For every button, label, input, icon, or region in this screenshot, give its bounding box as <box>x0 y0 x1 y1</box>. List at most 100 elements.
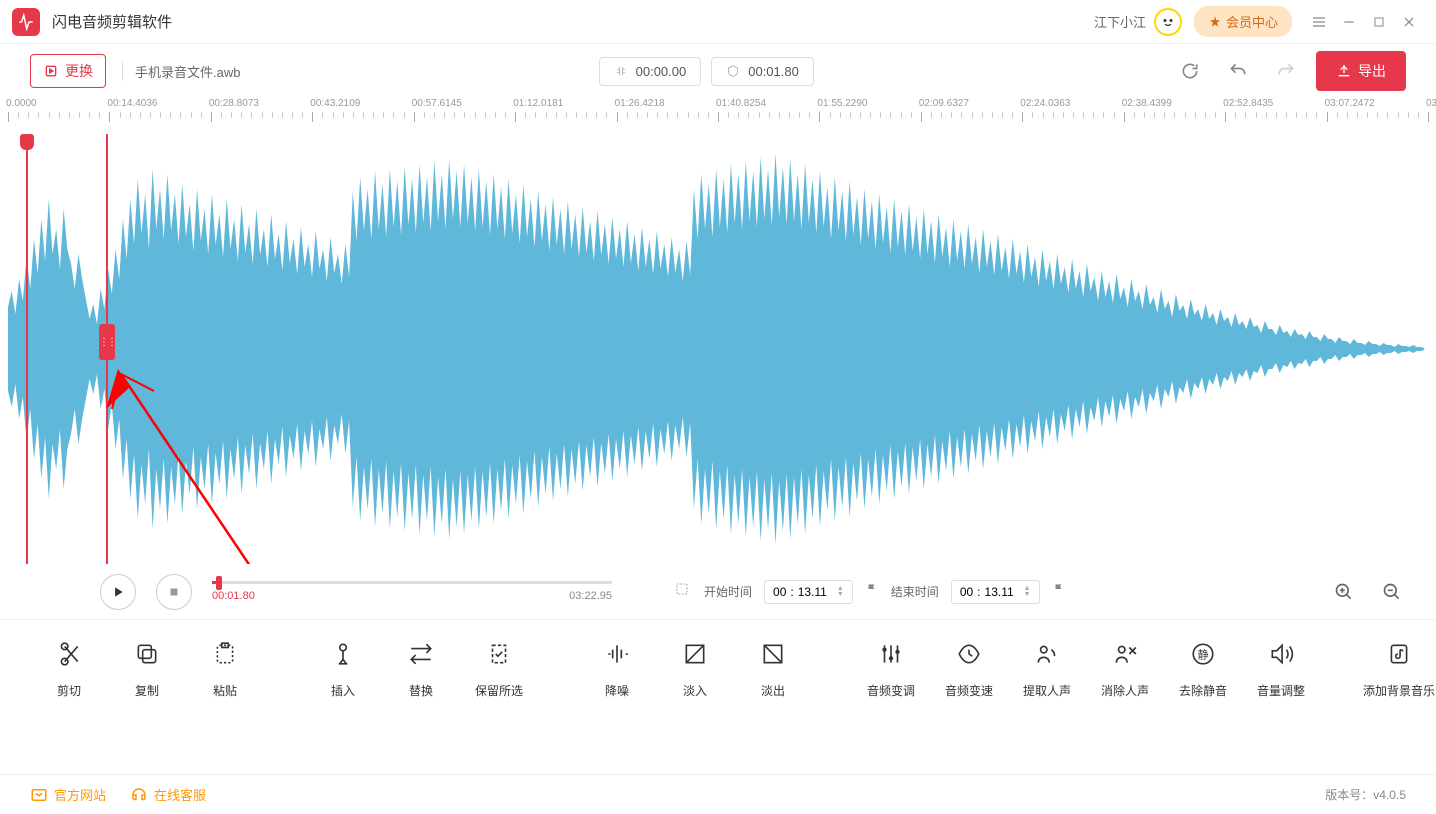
remove-silence-icon: 静 <box>1190 640 1216 668</box>
cursor-handle[interactable] <box>99 324 115 360</box>
waveform-area[interactable] <box>8 134 1428 564</box>
redo-icon[interactable] <box>1268 53 1304 89</box>
vip-label: 会员中心 <box>1226 12 1278 31</box>
version-label: 版本号：v4.0.5 <box>1325 786 1406 803</box>
tick-label: 02:52.8435 <box>1223 98 1273 109</box>
tool-fadein[interactable]: 淡入 <box>656 640 734 730</box>
filename: 手机录音文件.awb <box>122 62 240 81</box>
tick-label: 01:12.0181 <box>513 98 563 109</box>
undo-icon[interactable] <box>1220 53 1256 89</box>
tool-remove-voice[interactable]: 消除人声 <box>1086 640 1164 730</box>
tool-paste[interactable]: 粘贴 <box>186 640 264 730</box>
time-box-2: 00:01.80 <box>711 57 814 86</box>
refresh-icon[interactable] <box>1172 53 1208 89</box>
keep-icon <box>486 640 512 668</box>
export-button[interactable]: 导出 <box>1316 51 1406 91</box>
tool-pitch[interactable]: 音频变调 <box>852 640 930 730</box>
tool-denoise[interactable]: 降噪 <box>578 640 656 730</box>
replace-icon <box>408 640 434 668</box>
support-link[interactable]: 在线客服 <box>130 785 206 804</box>
end-time-input[interactable]: 00:13.11▲▼ <box>951 580 1040 604</box>
fadeout-icon <box>760 640 786 668</box>
tick-label: 03:07.2472 <box>1325 98 1375 109</box>
tick-label: 01:55.2290 <box>817 98 867 109</box>
tick-label: 00:14.4036 <box>107 98 157 109</box>
tick-label: 00:57.6145 <box>412 98 462 109</box>
tool-label: 保留所选 <box>475 682 523 699</box>
tool-label: 复制 <box>135 682 159 699</box>
playhead-cursor[interactable] <box>106 134 108 564</box>
tool-replace[interactable]: 替换 <box>382 640 460 730</box>
tool-label: 添加背景音乐 <box>1363 682 1435 699</box>
start-time-label: 开始时间 <box>704 583 752 600</box>
denoise-icon <box>604 640 630 668</box>
tool-label: 剪切 <box>57 682 81 699</box>
start-time-input[interactable]: 00:13.11▲▼ <box>764 580 853 604</box>
stop-button[interactable] <box>156 574 192 610</box>
tick-label: 01:40.8254 <box>716 98 766 109</box>
tool-fadeout[interactable]: 淡出 <box>734 640 812 730</box>
tool-label: 音频变速 <box>945 682 993 699</box>
zoom-in-icon[interactable] <box>1330 578 1358 606</box>
website-link[interactable]: 官方网站 <box>30 785 106 804</box>
cut-icon <box>56 640 82 668</box>
tick-label: 01:26.4218 <box>615 98 665 109</box>
speed-icon <box>956 640 982 668</box>
maximize-icon[interactable] <box>1364 7 1394 37</box>
change-label: 更换 <box>65 61 93 81</box>
tool-label: 提取人声 <box>1023 682 1071 699</box>
menu-icon[interactable] <box>1304 7 1334 37</box>
fadein-icon <box>682 640 708 668</box>
selection-icon[interactable] <box>672 579 692 604</box>
total-time: 03:22.95 <box>569 590 612 602</box>
tool-label: 降噪 <box>605 682 629 699</box>
vip-button[interactable]: 会员中心 <box>1194 6 1292 37</box>
tool-label: 消除人声 <box>1101 682 1149 699</box>
tool-label: 音频变调 <box>867 682 915 699</box>
play-button[interactable] <box>100 574 136 610</box>
end-time-label: 结束时间 <box>891 583 939 600</box>
tick-label: 02:09.6327 <box>919 98 969 109</box>
user-name: 江下小江 <box>1094 12 1146 31</box>
tick-label: 03:21.650 <box>1426 98 1436 109</box>
user-avatar[interactable] <box>1154 8 1182 36</box>
tool-label: 音量调整 <box>1257 682 1305 699</box>
close-icon[interactable] <box>1394 7 1424 37</box>
tick-label: 0.0000 <box>6 98 37 109</box>
tick-label: 00:28.8073 <box>209 98 259 109</box>
remove-voice-icon <box>1112 640 1138 668</box>
tool-bgm[interactable]: 添加背景音乐 <box>1360 640 1436 730</box>
extract-icon <box>1034 640 1060 668</box>
tool-remove-silence[interactable]: 静去除静音 <box>1164 640 1242 730</box>
timeline-ruler[interactable]: 0.0000 00:14.4036 00:28.8073 00:43.2109 00:5… <box>8 98 1428 134</box>
change-button[interactable]: 更换 <box>30 54 106 88</box>
copy-icon <box>134 640 160 668</box>
tool-insert[interactable]: 插入 <box>304 640 382 730</box>
bgm-icon <box>1386 640 1412 668</box>
app-title: 闪电音频剪辑软件 <box>52 11 1094 32</box>
tool-extract[interactable]: 提取人声 <box>1008 640 1086 730</box>
app-logo <box>12 8 40 36</box>
start-flag-icon[interactable] <box>865 582 879 601</box>
tool-label: 淡出 <box>761 682 785 699</box>
tool-label: 去除静音 <box>1179 682 1227 699</box>
tool-label: 粘贴 <box>213 682 237 699</box>
export-label: 导出 <box>1358 61 1386 81</box>
playhead-start-marker[interactable] <box>26 134 28 564</box>
progress-bar[interactable]: 00:01.8003:22.95 <box>212 581 612 602</box>
end-flag-icon[interactable] <box>1052 582 1066 601</box>
minimize-icon[interactable] <box>1334 7 1364 37</box>
tool-keep[interactable]: 保留所选 <box>460 640 538 730</box>
tick-label: 00:43.2109 <box>310 98 360 109</box>
tick-label: 02:24.0363 <box>1020 98 1070 109</box>
time-box-1: 00:00.00 <box>599 57 702 86</box>
tool-label: 插入 <box>331 682 355 699</box>
zoom-out-icon[interactable] <box>1378 578 1406 606</box>
tool-cut[interactable]: 剪切 <box>30 640 108 730</box>
tool-volume[interactable]: 音量调整 <box>1242 640 1320 730</box>
tool-label: 淡入 <box>683 682 707 699</box>
tool-copy[interactable]: 复制 <box>108 640 186 730</box>
tick-label: 02:38.4399 <box>1122 98 1172 109</box>
pitch-icon <box>878 640 904 668</box>
tool-speed[interactable]: 音频变速 <box>930 640 1008 730</box>
